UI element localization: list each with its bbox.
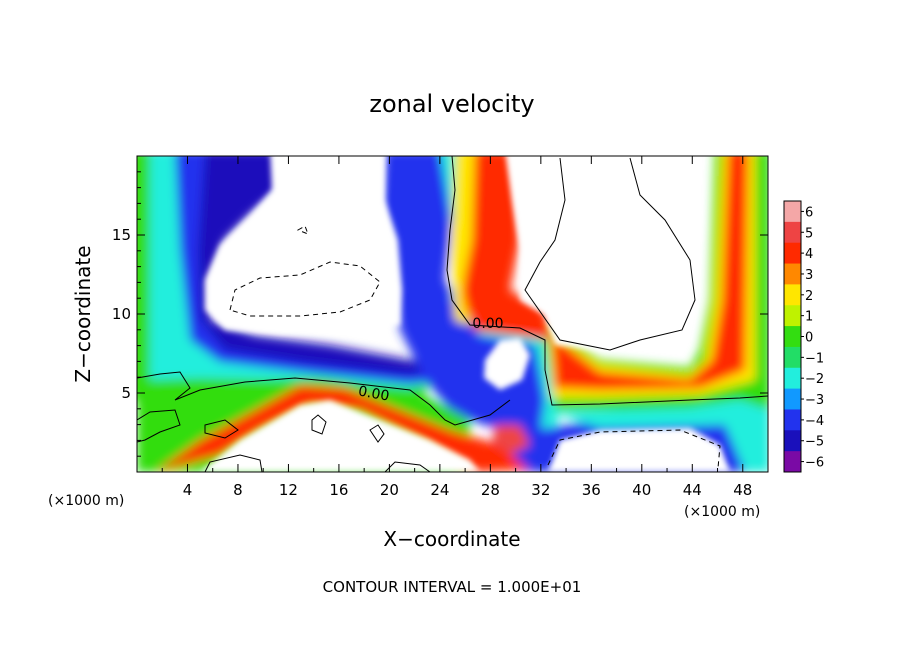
colorbar-label: 4 — [805, 247, 813, 262]
blank-lower-left — [200, 400, 480, 472]
contour-zero-lower — [137, 371, 511, 426]
colorbar-label: −3 — [805, 393, 824, 408]
contour-negative-small — [296, 225, 309, 235]
x-tick-label: 12 — [279, 481, 298, 499]
colorbar-label: 5 — [805, 226, 813, 241]
colorbar-swatch — [784, 284, 801, 306]
colorbar-swatch — [784, 221, 801, 244]
colorbar-label: 6 — [805, 205, 813, 220]
colorbar-label: −5 — [805, 435, 824, 450]
blank-small — [290, 452, 330, 472]
x-tick-label: 44 — [683, 481, 702, 499]
contour-negative-lower — [547, 429, 721, 469]
blank-regions — [200, 156, 730, 472]
contour-lines-dashed — [229, 225, 721, 469]
x-axis-unit-left: (×1000 m) — [48, 493, 124, 509]
colorbar-swatch — [784, 242, 801, 265]
colorbar-label: 2 — [805, 289, 813, 304]
x-tick-label: 40 — [632, 481, 651, 499]
contour-bottom-mid — [384, 461, 431, 472]
contour-labels: 0.00 0.00 — [357, 316, 504, 405]
field-upper-warm — [462, 156, 552, 340]
contour-lines — [137, 156, 768, 472]
colorbar: 6 5 4 3 2 1 0 −1 −2 −3 −4 −5 −6 — [783, 200, 824, 473]
blank-upper-right — [505, 156, 702, 350]
plot-area: 0.00 0.00 — [137, 156, 768, 472]
colorbar-label: −1 — [805, 351, 824, 366]
colorbar-swatch — [784, 430, 801, 452]
contour-bottom-left — [204, 454, 263, 472]
colorbar-label: −4 — [805, 414, 824, 429]
y-tick-label: 5 — [121, 384, 131, 402]
contour-loop-mid — [204, 419, 239, 439]
y-tick-label: 15 — [112, 226, 131, 244]
x-tick-label: 48 — [733, 481, 752, 499]
contour-label-1: 0.00 — [472, 316, 503, 332]
contour-label-2: 0.00 — [357, 383, 390, 404]
chart-title: zonal velocity — [369, 90, 534, 118]
y-axis: 5 10 15 — [112, 171, 768, 457]
y-axis-label: Z−coordinate — [71, 245, 95, 382]
x-tick-label: 24 — [430, 481, 449, 499]
x-tick-label: 16 — [329, 481, 348, 499]
blank-bubble — [484, 338, 530, 390]
colorbar-swatch — [784, 326, 801, 348]
colorbar-swatch — [784, 263, 801, 285]
contour-zero-upper — [446, 156, 768, 406]
colorbar-swatch — [784, 367, 801, 390]
colorbar-swatch — [784, 305, 801, 327]
colorbar-swatch — [784, 409, 801, 431]
contour-small-1 — [311, 414, 327, 435]
x-tick-label: 20 — [380, 481, 399, 499]
contour-loop-left — [137, 409, 181, 443]
x-axis: 4 8 12 16 20 24 28 32 36 40 44 48 — [161, 156, 752, 499]
colorbar-swatch — [784, 346, 801, 369]
contour-positive-right — [524, 157, 696, 351]
blank-upper-left — [205, 156, 402, 335]
colorbar-label: 0 — [805, 331, 813, 346]
x-axis-unit-right: (×1000 m) — [684, 504, 760, 520]
x-axis-label: X−coordinate — [383, 527, 520, 551]
blank-lower-right — [548, 428, 730, 472]
field-center-blue — [380, 156, 560, 472]
colorbar-swatch — [784, 388, 801, 410]
y-tick-label: 10 — [112, 305, 131, 323]
colorbar-label: 1 — [805, 310, 813, 325]
field-hot-spot — [492, 425, 530, 455]
colorbar-label: 3 — [805, 268, 813, 283]
x-tick-label: 4 — [183, 481, 193, 499]
colorbar-label: −6 — [805, 456, 824, 471]
colorbar-swatch — [784, 201, 801, 223]
contour-negative-upper — [229, 261, 381, 317]
field-lower-right-cyan — [550, 400, 768, 472]
colorbar-swatch — [784, 451, 801, 473]
colorbar-label: −2 — [805, 372, 824, 387]
x-tick-label: 32 — [531, 481, 550, 499]
x-tick-label: 36 — [582, 481, 601, 499]
field-right-red — [552, 156, 748, 390]
contour-small-2 — [369, 424, 385, 443]
field-left-violet — [198, 156, 440, 374]
contour-interval-note: CONTOUR INTERVAL = 1.000E+01 — [323, 578, 582, 596]
x-tick-label: 28 — [481, 481, 500, 499]
x-tick-label: 8 — [233, 481, 243, 499]
field-upper-yellow — [452, 156, 475, 325]
